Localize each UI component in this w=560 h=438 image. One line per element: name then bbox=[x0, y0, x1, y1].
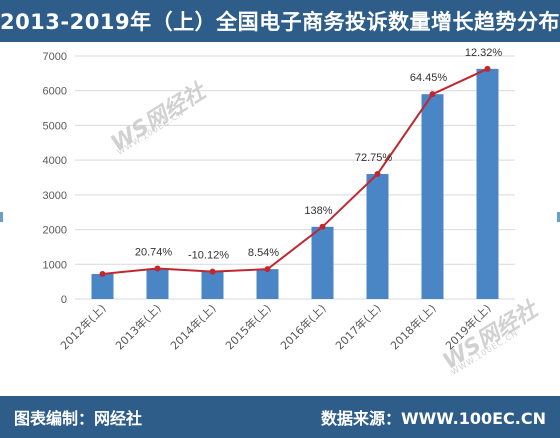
growth-line bbox=[102, 67, 488, 276]
line-point bbox=[154, 265, 161, 272]
left-edge-marker bbox=[0, 212, 3, 222]
x-tick-label: 2013年(上) bbox=[112, 301, 163, 352]
x-tick-label: 2014年(上) bbox=[167, 301, 218, 352]
line-point bbox=[374, 171, 381, 178]
line-point bbox=[99, 271, 106, 278]
bar bbox=[311, 226, 334, 299]
bar bbox=[476, 68, 499, 299]
y-tick-label: 0 bbox=[61, 294, 67, 306]
bar bbox=[146, 268, 169, 299]
footer-credit: 图表编制：网经社 bbox=[14, 409, 143, 428]
header-banner: 2013-2019年（上）全国电子商务投诉数量增长趋势分布 bbox=[0, 0, 560, 42]
x-tick-label: 2016年(上) bbox=[277, 301, 328, 352]
footer-source: 数据来源：WWW.100EC.CN bbox=[320, 409, 546, 428]
growth-label: 8.54% bbox=[248, 247, 279, 259]
y-tick-label: 6000 bbox=[43, 86, 67, 98]
line-point bbox=[484, 65, 491, 72]
growth-label: 72.75% bbox=[355, 152, 393, 164]
bar bbox=[256, 269, 279, 299]
line-point bbox=[264, 266, 271, 273]
bar bbox=[421, 94, 444, 299]
growth-label: 20.74% bbox=[135, 246, 173, 258]
line-point bbox=[429, 91, 436, 98]
line-point bbox=[209, 268, 216, 275]
y-tick-label: 2000 bbox=[43, 225, 67, 237]
y-tick-label: 7000 bbox=[43, 51, 67, 63]
x-tick-label: 2012年(上) bbox=[57, 301, 108, 352]
growth-label: 12.32% bbox=[465, 47, 503, 59]
right-edge-marker bbox=[557, 212, 560, 222]
growth-label: 138% bbox=[304, 205, 332, 217]
y-tick-label: 3000 bbox=[43, 190, 67, 202]
y-tick-label: 5000 bbox=[43, 120, 67, 132]
bar bbox=[201, 271, 224, 299]
chart-area: 0 1000 2000 3000 4000 5000 6000 7000 2012年(上) 201… bbox=[0, 42, 560, 396]
x-tick-label: 2019年(上) bbox=[442, 301, 493, 352]
x-tick-label: 2017年(上) bbox=[332, 301, 383, 352]
y-tick-label: 4000 bbox=[43, 155, 67, 167]
chart-title: 2013-2019年（上）全国电子商务投诉数量增长趋势分布 bbox=[0, 10, 560, 34]
bar bbox=[91, 274, 114, 299]
growth-label: -10.12% bbox=[188, 250, 229, 262]
y-tick-label: 1000 bbox=[43, 259, 67, 271]
line-point bbox=[319, 223, 326, 230]
x-tick-label: 2018年(上) bbox=[387, 301, 438, 352]
footer-banner: 图表编制：网经社 数据来源：WWW.100EC.CN bbox=[0, 396, 560, 438]
bar bbox=[366, 174, 389, 299]
growth-label: 64.45% bbox=[410, 72, 448, 84]
x-tick-label: 2015年(上) bbox=[222, 301, 273, 352]
